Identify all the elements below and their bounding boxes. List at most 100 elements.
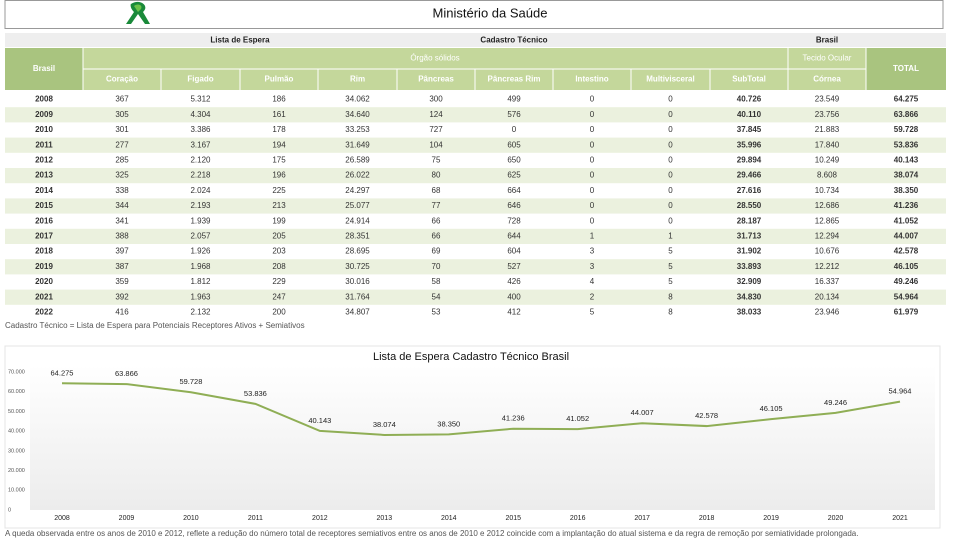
- table-cell: 21.883: [815, 125, 840, 134]
- table-cell: 53.836: [894, 140, 919, 149]
- table-cell: 2008: [35, 95, 53, 104]
- table-cell: 17.840: [815, 140, 840, 149]
- y-tick-label: 60.000: [8, 389, 25, 395]
- table-cell: 2016: [35, 216, 53, 225]
- table-cell: 2: [590, 292, 595, 301]
- table-cell: 344: [115, 201, 129, 210]
- table-cell: 66: [432, 216, 441, 225]
- x-tick-label: 2009: [119, 515, 135, 522]
- total-header: TOTAL: [893, 64, 919, 73]
- table-cell: 0: [590, 216, 595, 225]
- row-stripe: [5, 198, 946, 214]
- table-cell: 31.713: [737, 232, 762, 241]
- table-cell: 2.132: [190, 308, 211, 317]
- table-cell: 8: [668, 308, 673, 317]
- y-tick-label: 70.000: [8, 369, 25, 375]
- table-cell: 2.193: [190, 201, 211, 210]
- table-cell: 305: [115, 110, 129, 119]
- data-label: 44.007: [631, 408, 654, 417]
- table-cell: 0: [590, 186, 595, 195]
- table-cell: 23.756: [815, 110, 840, 119]
- table-cell: 367: [115, 95, 129, 104]
- table-cell: 2019: [35, 262, 53, 271]
- table-cell: 41.052: [894, 216, 919, 225]
- table-cell: 3.167: [190, 140, 211, 149]
- table-cell: 34.830: [737, 292, 762, 301]
- table-cell: 300: [429, 95, 443, 104]
- table-cell: 28.695: [345, 247, 370, 256]
- y-tick-label: 20.000: [8, 468, 25, 474]
- column-header: Rim: [350, 75, 365, 84]
- table-cell: 499: [507, 95, 521, 104]
- table-cell: 30.016: [345, 277, 370, 286]
- x-tick-label: 2008: [54, 515, 70, 522]
- data-label: 38.350: [437, 419, 460, 428]
- data-label: 49.246: [824, 398, 847, 407]
- table-cell: 0: [590, 110, 595, 119]
- x-tick-label: 2011: [248, 515, 263, 522]
- table-cell: 1.939: [190, 216, 211, 225]
- table-cell: 66: [432, 232, 441, 241]
- table-cell: 0: [512, 125, 517, 134]
- table-cell: 0: [590, 95, 595, 104]
- table-cell: 0: [590, 140, 595, 149]
- y-tick-label: 10.000: [8, 488, 25, 494]
- table-cell: 77: [432, 201, 441, 210]
- table-cell: 5: [668, 247, 673, 256]
- x-tick-label: 2018: [699, 515, 715, 522]
- table-cell: 0: [668, 186, 673, 195]
- table-cell: 2010: [35, 125, 53, 134]
- table-cell: 34.640: [345, 110, 370, 119]
- table-cell: 2015: [35, 201, 53, 210]
- data-label: 41.052: [566, 414, 589, 423]
- table-cell: 24.914: [345, 216, 370, 225]
- table-cell: 1.812: [190, 277, 211, 286]
- table-cell: 75: [432, 156, 441, 165]
- table-cell: 31.649: [345, 140, 370, 149]
- table-cell: 2017: [35, 232, 53, 241]
- table-cell: 325: [115, 171, 129, 180]
- table-cell: 387: [115, 262, 129, 271]
- logo: [126, 1, 150, 24]
- x-tick-label: 2017: [634, 515, 650, 522]
- data-label: 59.728: [179, 377, 202, 386]
- table-cell: 0: [668, 171, 673, 180]
- column-header: Multivisceral: [646, 75, 694, 84]
- table-cell: 359: [115, 277, 129, 286]
- table-cell: 44.007: [894, 232, 919, 241]
- table-cell: 104: [429, 140, 443, 149]
- table-cell: 28.550: [737, 201, 762, 210]
- table-cell: 0: [590, 171, 595, 180]
- table-cell: 178: [272, 125, 286, 134]
- table-cell: 8.608: [817, 171, 838, 180]
- table-cell: 2.218: [190, 171, 211, 180]
- table-cell: 54.964: [894, 292, 919, 301]
- table-cell: 28.351: [345, 232, 370, 241]
- row-header-bg: [5, 48, 83, 90]
- footer-text: A queda observada entre os anos de 2010 …: [5, 529, 858, 538]
- row-stripe: [5, 168, 946, 184]
- table-cell: 301: [115, 125, 129, 134]
- x-tick-label: 2015: [505, 515, 521, 522]
- column-header: Figado: [187, 75, 213, 84]
- table-cell: 5.312: [190, 95, 211, 104]
- table-cell: 604: [507, 247, 521, 256]
- table-cell: 247: [272, 292, 286, 301]
- table-cell: 412: [507, 308, 521, 317]
- table-cell: 33.253: [345, 125, 370, 134]
- table-cell: 426: [507, 277, 521, 286]
- subgroup-header: Tecido Ocular: [803, 54, 852, 63]
- table-cell: 650: [507, 156, 521, 165]
- table-cell: 1.926: [190, 247, 211, 256]
- column-header: Pâncreas Rim: [488, 75, 541, 84]
- group-header-bg: [5, 33, 946, 47]
- table-cell: 0: [668, 156, 673, 165]
- y-tick-label: 30.000: [8, 448, 25, 454]
- table-cell: 605: [507, 140, 521, 149]
- table-cell: 0: [668, 140, 673, 149]
- table-cell: 32.909: [737, 277, 762, 286]
- table-cell: 64.275: [894, 95, 919, 104]
- table-cell: 285: [115, 156, 129, 165]
- y-tick-label: 50.000: [8, 409, 25, 415]
- table-cell: 31.902: [737, 247, 762, 256]
